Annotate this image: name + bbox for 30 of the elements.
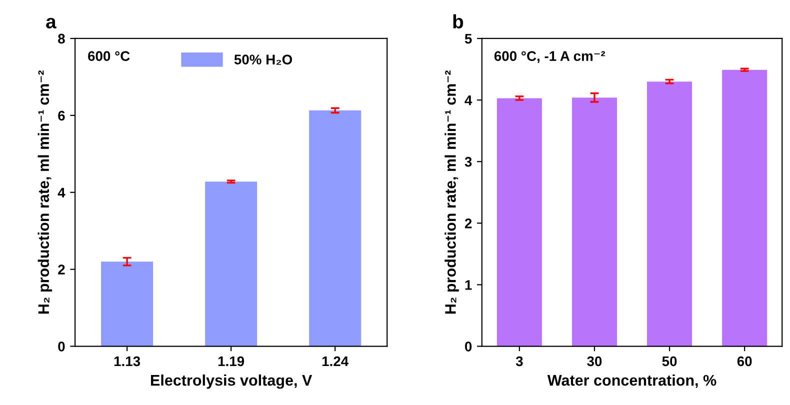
x-tick-label: 1.19 bbox=[218, 356, 244, 366]
x-tick-label: 30 bbox=[587, 356, 602, 366]
y-tick-label: 0 bbox=[58, 342, 65, 352]
x-tick-label: 1.13 bbox=[114, 356, 140, 366]
x-axis-title: Water concentration, % bbox=[547, 374, 716, 388]
bar bbox=[309, 110, 362, 346]
y-tick-label: 2 bbox=[58, 264, 65, 274]
text: b bbox=[453, 14, 464, 28]
y-tick-label: 6 bbox=[58, 110, 65, 121]
annotation: 600 °C, -1 A cm⁻² bbox=[494, 51, 606, 64]
x-tick-label: 1.24 bbox=[322, 356, 349, 366]
y-tick-label: 3 bbox=[464, 156, 472, 167]
y-tick-label: 1 bbox=[465, 280, 472, 290]
text: a bbox=[46, 18, 56, 28]
x-axis-title: Electrolysis voltage, V bbox=[151, 374, 312, 389]
x-tick-label: 50 bbox=[662, 356, 677, 366]
bar bbox=[205, 182, 258, 346]
y-tick-label: 2 bbox=[464, 218, 472, 228]
y-axis-title: H₂ production rate, ml min⁻¹ cm⁻² bbox=[38, 70, 52, 314]
annotation: 600 °C bbox=[88, 51, 130, 61]
y-tick-label: 4 bbox=[58, 188, 66, 198]
x-tick-label: 3 bbox=[516, 356, 523, 366]
y-tick-label: 4 bbox=[464, 96, 472, 106]
x-tick-label: 60 bbox=[737, 356, 752, 366]
y-tick-label: 8 bbox=[58, 34, 65, 44]
y-tick-label: 5 bbox=[464, 34, 472, 44]
y-tick-label: 0 bbox=[465, 342, 472, 352]
bar bbox=[101, 262, 154, 346]
legend-label: 50% H₂O bbox=[234, 54, 292, 65]
y-axis-title: H₂ production rate, ml min⁻¹ cm⁻² bbox=[444, 70, 459, 314]
